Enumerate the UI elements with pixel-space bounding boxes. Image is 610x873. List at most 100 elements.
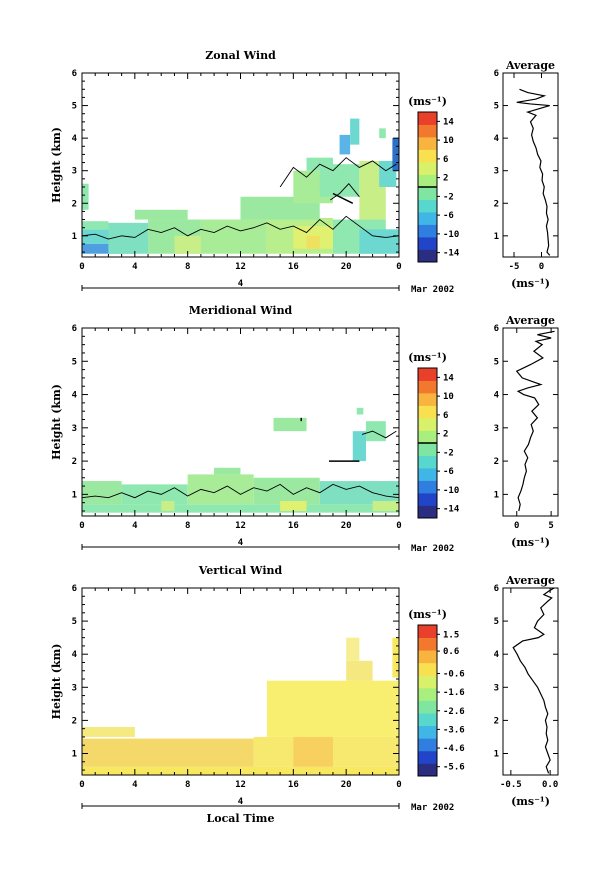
average-profile: Average 1 2 3 4 5 6 0 5 (ms⁻¹) xyxy=(494,314,559,549)
heatmap-fill xyxy=(82,407,399,513)
colorbar-tick-label: -14 xyxy=(443,249,460,259)
colorbar-tick-label: -10 xyxy=(443,486,459,496)
heatmap-cell xyxy=(359,229,399,254)
x-tick-label: 20 xyxy=(341,521,352,531)
colorbar-tick-label: -4.6 xyxy=(443,744,465,754)
colorbar: (ms⁻¹) 14 10 6 2 -2 -6 -10 -14 xyxy=(408,95,460,263)
heatmap-cell xyxy=(214,467,241,475)
colorbar-swatch xyxy=(418,393,437,406)
y-tick-label: 1 xyxy=(72,749,77,759)
heatmap-cell xyxy=(352,431,366,462)
colorbar-tick-label: 1.5 xyxy=(443,630,459,640)
heatmap-cell xyxy=(200,219,267,254)
colorbar-unit: (ms⁻¹) xyxy=(408,351,447,364)
colorbar-swatch xyxy=(418,455,437,469)
y-tick-label: 1 xyxy=(72,490,77,500)
colorbar-swatch xyxy=(418,700,437,714)
colorbar-tick-label: 10 xyxy=(443,392,454,402)
profile-y-tick-label: 5 xyxy=(494,102,499,112)
colorbar-tick-label: 10 xyxy=(443,136,454,146)
profile-y-tick-label: 3 xyxy=(494,167,499,177)
heatmap-cell xyxy=(82,727,135,737)
colorbar-swatch xyxy=(418,368,437,381)
profile-x-axis-label: (ms⁻¹) xyxy=(511,536,550,549)
y-tick-label: 4 xyxy=(72,391,78,401)
colorbar-tick-label: -2.6 xyxy=(443,707,465,717)
profile-frame xyxy=(502,72,559,258)
heatmap-cell xyxy=(121,484,188,505)
profile-y-tick-label: 5 xyxy=(494,357,499,367)
heatmap-cell xyxy=(379,128,386,139)
heatmap-cell xyxy=(82,504,399,513)
panel-title: Meridional Wind xyxy=(189,304,293,317)
y-tick-label: 5 xyxy=(72,102,77,112)
colorbar-unit: (ms⁻¹) xyxy=(408,95,447,108)
colorbar-swatch xyxy=(418,493,437,506)
colorbar: (ms⁻¹) 1.5 0.6 -0.6 -1.6 -2.6 -3.6 -4.6 -5.6 xyxy=(408,608,465,777)
y-tick-label: 6 xyxy=(72,584,77,594)
heatmap-cell xyxy=(82,481,122,505)
colorbar-tick-label: -1.6 xyxy=(443,688,465,698)
panel-title: Zonal Wind xyxy=(205,49,276,62)
x-tick-label: 8 xyxy=(185,780,190,790)
x-tick-label: 0 xyxy=(79,780,84,790)
colorbar-swatch xyxy=(418,237,437,250)
colorbar-swatch xyxy=(418,650,437,664)
heatmap-cell xyxy=(319,481,399,505)
heatmap-cell xyxy=(82,243,116,254)
colorbar-swatch xyxy=(418,124,437,138)
colorbar-swatch xyxy=(418,418,437,431)
y-tick-label: 2 xyxy=(72,457,77,467)
zero-contour-line xyxy=(330,183,360,201)
profile-y-tick-label: 2 xyxy=(494,457,499,467)
colorbar-swatch xyxy=(418,430,437,444)
colorbar-swatch xyxy=(418,443,437,456)
average-profile: Average 1 2 3 4 5 6 -0.5 0.0 (ms⁻¹) xyxy=(494,574,559,808)
heatmap-cell xyxy=(365,421,386,442)
heatmap-cell xyxy=(392,637,399,678)
y-tick-label: 5 xyxy=(72,617,77,627)
panel-title: Vertical Wind xyxy=(198,564,283,577)
profile-x-tick-label: 0 xyxy=(539,262,544,272)
colorbar-swatch xyxy=(418,162,437,175)
profile-y-tick-label: 1 xyxy=(494,490,499,500)
heatmap-cell xyxy=(346,637,360,661)
colorbar-swatch xyxy=(418,625,437,638)
month-year-label: Mar 2002 xyxy=(411,544,454,554)
y-axis-label: Height (km) xyxy=(50,644,63,720)
colorbar-tick-label: 2 xyxy=(443,174,448,184)
x-tick-label: 8 xyxy=(185,521,190,531)
profile-y-tick-label: 6 xyxy=(494,584,499,594)
profile-y-tick-label: 4 xyxy=(494,391,500,401)
heatmap-cell xyxy=(82,738,254,767)
heatmap-cell xyxy=(346,660,373,681)
profile-x-tick-label: 0 xyxy=(514,521,519,531)
colorbar-tick-label: 6 xyxy=(443,411,448,421)
heatmap-cell xyxy=(161,501,175,512)
profile-y-tick-label: 2 xyxy=(494,716,499,726)
colorbar-swatch xyxy=(418,112,437,125)
profile-y-tick-label: 5 xyxy=(494,617,499,627)
colorbar-swatch xyxy=(418,187,437,200)
profile-y-tick-label: 1 xyxy=(494,749,499,759)
x-tick-label: 0 xyxy=(79,521,84,531)
colorbar-tick-label: -0.6 xyxy=(443,669,465,679)
colorbar-swatch xyxy=(418,480,437,494)
profile-x-tick-label: -0.5 xyxy=(500,780,522,790)
profile-y-tick-label: 6 xyxy=(494,69,499,79)
colorbar-tick-label: -10 xyxy=(443,230,459,240)
colorbar-swatch xyxy=(418,212,437,225)
x-tick-label: 20 xyxy=(341,780,352,790)
heatmap-cell xyxy=(134,209,188,220)
zero-contour-line xyxy=(81,483,400,499)
y-tick-label: 5 xyxy=(72,357,77,367)
x-tick-label: 4 xyxy=(132,521,138,531)
y-tick-label: 4 xyxy=(72,650,78,660)
colorbar-tick-label: 14 xyxy=(443,373,454,383)
profile-y-tick-label: 2 xyxy=(494,199,499,209)
y-tick-label: 1 xyxy=(72,232,77,242)
colorbar-swatch xyxy=(418,637,437,651)
heatmap-cell xyxy=(266,680,399,737)
